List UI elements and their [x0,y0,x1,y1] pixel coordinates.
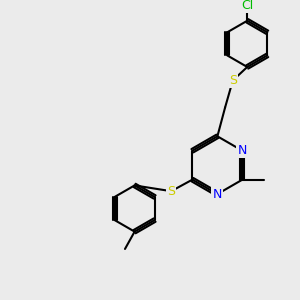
Text: S: S [167,185,175,198]
Text: N: N [213,188,222,201]
Text: S: S [229,74,237,87]
Text: Cl: Cl [241,0,254,12]
Text: N: N [238,144,247,157]
